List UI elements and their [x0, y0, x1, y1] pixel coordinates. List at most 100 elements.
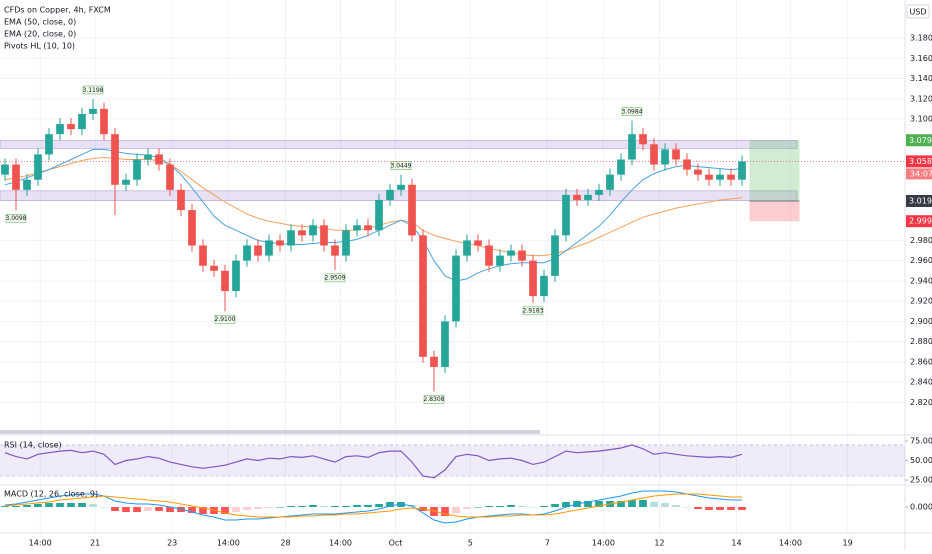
macd-histogram-bar: [518, 506, 526, 507]
candle-body: [232, 260, 240, 292]
macd-histogram-bar: [122, 507, 130, 512]
macd-histogram-bar: [1, 506, 9, 507]
candle-body: [221, 270, 229, 292]
candle-body: [298, 230, 306, 236]
legend-entry[interactable]: Pivots HL (10, 10): [4, 42, 75, 51]
legend-entry[interactable]: EMA (20, close, 0): [4, 30, 76, 39]
y-tick-label: 2.9200: [910, 297, 932, 306]
candle-body: [408, 184, 416, 236]
candle-body: [111, 134, 119, 185]
macd-pane: 0.0000: [1, 490, 932, 524]
pivot-label: 2.9183: [523, 308, 544, 315]
rsi-tick-label: 75.00: [910, 436, 932, 445]
macd-histogram-bar: [738, 507, 746, 510]
macd-histogram-bar: [562, 502, 570, 507]
candle-body: [320, 225, 328, 246]
y-tick-label: 3.1000: [910, 115, 932, 124]
x-tick-label: 14:00: [779, 539, 802, 548]
y-tick-label: 2.9800: [910, 236, 932, 245]
currency-box[interactable]: [906, 4, 930, 19]
macd-histogram-bar: [320, 506, 328, 507]
candle-body: [243, 245, 251, 261]
signal-line: [4, 493, 742, 518]
candle-body: [628, 134, 636, 160]
candle-body: [265, 240, 273, 256]
macd-histogram-bar: [485, 506, 493, 507]
x-tick-label: 7: [545, 539, 550, 548]
candle-body: [738, 161, 746, 180]
candle-body: [650, 144, 658, 165]
y-tick-label: 2.8600: [910, 357, 932, 366]
pivot-box: [324, 273, 346, 283]
macd-histogram-bar: [232, 507, 240, 512]
candle-body: [1, 164, 9, 175]
rsi-title: RSI (14, close): [4, 441, 62, 450]
candle-body: [441, 321, 449, 367]
pivot-box: [214, 315, 236, 324]
candle-body: [518, 250, 526, 261]
candle-body: [430, 356, 438, 367]
macd-histogram-bar: [441, 507, 449, 516]
macd-histogram-bar: [254, 507, 262, 509]
x-tick-label: 23: [167, 539, 177, 548]
last-price-label: 3.0581: [909, 157, 932, 166]
pivot-box: [82, 85, 104, 95]
macd-histogram-bar: [617, 501, 625, 507]
pivot-label: 3.0449: [391, 163, 412, 170]
candle-body: [617, 159, 625, 175]
candle-body: [463, 240, 471, 256]
pivot-box: [522, 306, 544, 316]
zone: [0, 139, 798, 149]
pivot-box: [5, 214, 27, 223]
y-tick-label: 3.1600: [910, 54, 932, 63]
ema-line: [4, 156, 743, 257]
macd-histogram-bar: [661, 503, 669, 507]
y-tick-label: 2.8800: [910, 337, 932, 346]
x-tick-label: 14:00: [592, 539, 615, 548]
candle-body: [705, 174, 713, 180]
macd-histogram-bar: [727, 507, 735, 510]
macd-histogram-bar: [287, 506, 295, 507]
rsi-pane: 75.00 50.00 25.00: [0, 436, 932, 485]
stop-label: 2.9990: [909, 217, 932, 226]
candle-body: [199, 245, 207, 266]
y-tick-label: 2.9600: [910, 256, 932, 265]
candle-body: [144, 154, 152, 160]
pivot-label: 3.1198: [83, 87, 104, 94]
candle-body: [496, 255, 504, 266]
stop-label-badge: [906, 215, 932, 228]
macd-histogram-bar: [309, 505, 317, 507]
candle-body: [254, 245, 262, 256]
x-tick-label: 14:00: [29, 539, 52, 548]
macd-histogram-bar: [683, 507, 691, 508]
candle-body: [100, 108, 108, 135]
x-tick-label: 21: [90, 539, 100, 548]
macd-line: [4, 490, 742, 524]
scrollbar[interactable]: [0, 430, 540, 434]
rsi-tick-label: 50.00: [910, 456, 932, 465]
candle-body: [12, 164, 20, 190]
macd-histogram-bar: [12, 506, 20, 507]
macd-tick-label: 0.0000: [910, 503, 932, 512]
macd-histogram-bar: [265, 507, 273, 508]
y-tick-label: 2.9400: [910, 276, 932, 285]
candle-body: [177, 189, 185, 211]
y-tick-label: 3.1200: [910, 94, 932, 103]
candle-body: [474, 240, 482, 246]
macd-histogram-bar: [78, 503, 86, 507]
candle-body: [56, 124, 64, 135]
position-loss: [749, 200, 800, 222]
candle-body: [562, 194, 570, 236]
pivot-box: [423, 395, 445, 404]
rsi-tick-label: 25.00: [910, 476, 932, 485]
macd-histogram-bar: [353, 505, 361, 507]
legend-entry[interactable]: EMA (50, close, 0): [4, 18, 76, 27]
pivot-label: 2.9100: [215, 316, 236, 323]
candle-body: [188, 210, 196, 246]
candle-body: [529, 260, 537, 297]
main-pane: 3.0098 3.1198 2.9100 2.9509 3.0449 2.8308 2.91…: [0, 85, 905, 404]
macd-histogram-bar: [507, 505, 515, 507]
pivot-label: 3.0984: [622, 108, 643, 115]
countdown-badge: [906, 168, 932, 180]
